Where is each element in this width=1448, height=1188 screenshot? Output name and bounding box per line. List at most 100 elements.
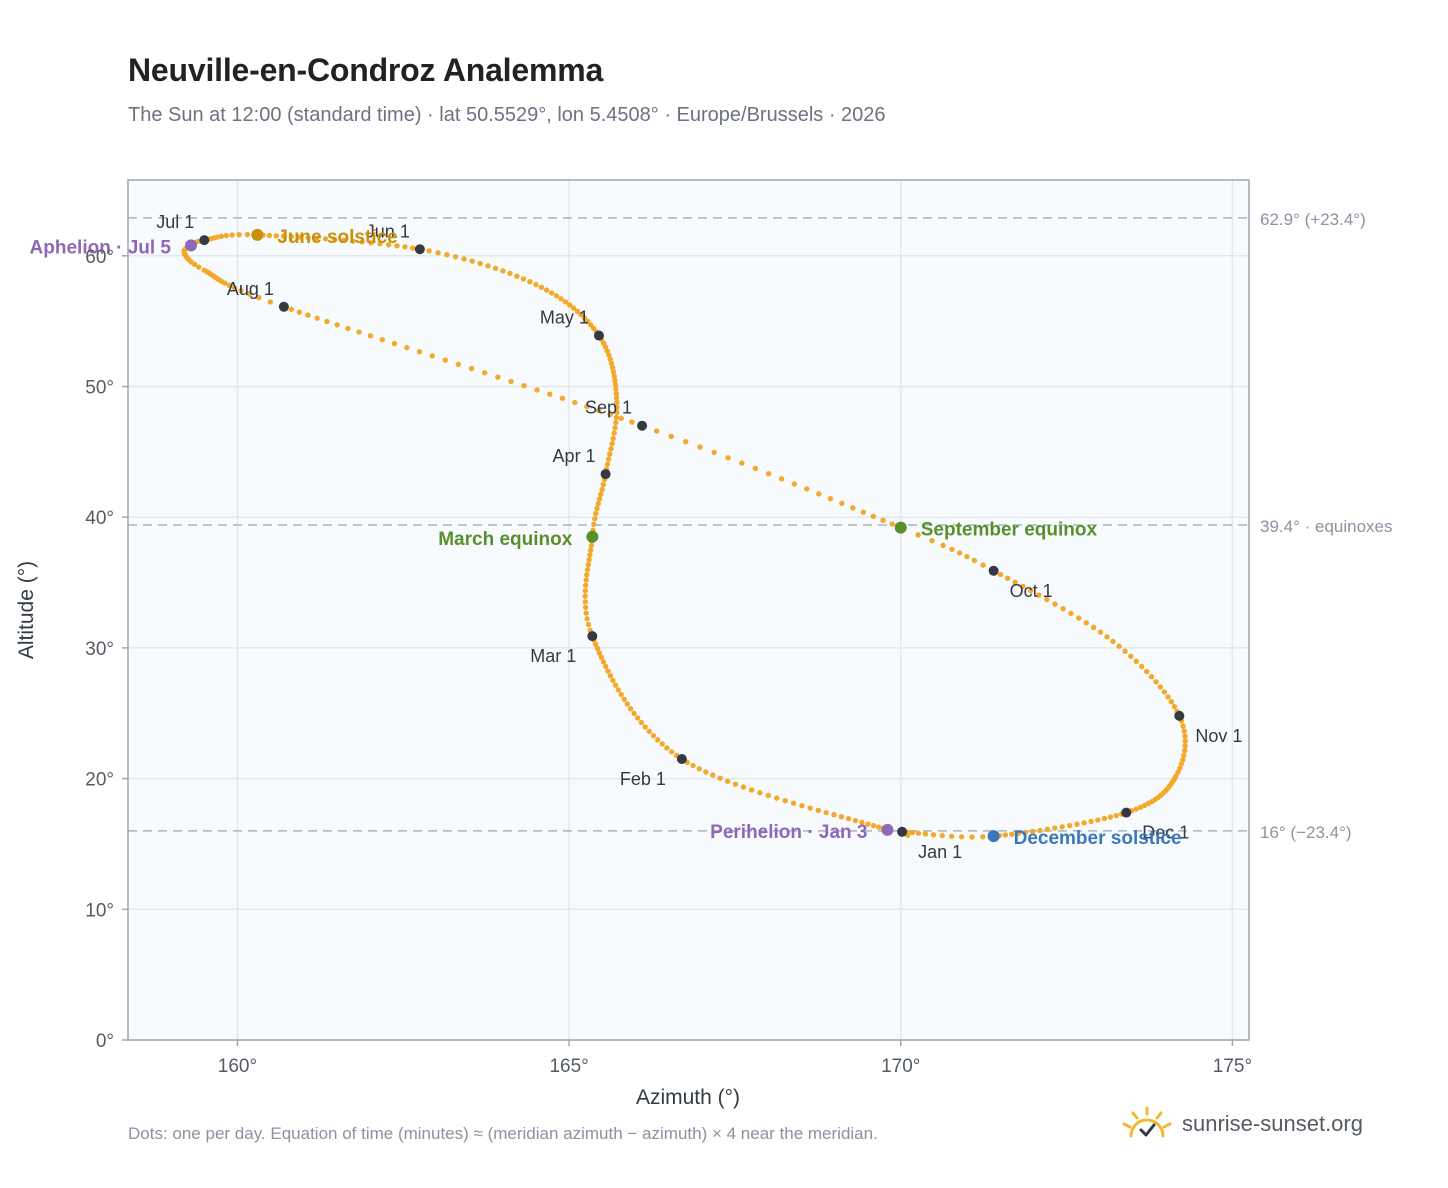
x-axis-label: Azimuth (°) [636,1086,740,1109]
daily-sun-dot [442,357,448,363]
daily-sun-dot [664,745,670,751]
daily-sun-dot [631,710,637,717]
daily-sun-dot [584,616,590,622]
daily-sun-dot [296,309,303,315]
daily-sun-dot [558,296,564,302]
month-marker [676,753,687,764]
daily-sun-dot [1107,814,1114,820]
daily-sun-dot [717,775,723,781]
daily-sun-dot [1110,638,1116,645]
daily-sun-dot [1060,606,1066,612]
daily-sun-dot [367,333,374,339]
brand-text: sunrise-sunset.org [1182,1111,1363,1136]
daily-sun-dot [613,419,619,426]
month-label: Oct 1 [1010,581,1053,601]
daily-sun-dot [266,232,273,239]
event-label: September equinox [921,520,1098,541]
daily-sun-dot [1066,822,1073,829]
daily-sun-dot [588,542,595,549]
daily-sun-dot [915,830,922,836]
daily-sun-dot [1004,575,1011,581]
daily-sun-dot [634,715,641,721]
daily-sun-dot [468,365,475,372]
daily-sun-dot [322,236,329,242]
event-marker [251,228,264,241]
daily-sun-dot [1157,684,1164,690]
daily-sun-dot [593,510,599,517]
daily-sun-dot [1165,694,1171,700]
brand-logo[interactable]: sunrise-sunset.org [1120,1104,1363,1144]
daily-sun-dot [477,260,483,267]
daily-sun-dot [865,821,871,827]
y-tick-label: 50° [85,378,114,399]
daily-sun-dot [778,476,785,482]
month-label: Sep 1 [585,398,632,418]
daily-sun-dot [964,553,970,560]
daily-sun-dot [584,318,591,325]
daily-sun-dot [379,336,386,343]
daily-sun-dot [703,769,709,775]
daily-sun-dot [583,577,589,583]
daily-sun-dot [341,237,347,243]
daily-sun-dot [1148,674,1155,680]
y-tick-label: 40° [85,508,114,529]
daily-sun-dot [1015,830,1022,837]
daily-sun-dot [507,270,513,277]
daily-sun-dot [980,834,986,840]
event-marker [987,830,1000,843]
daily-sun-dot [1022,829,1029,836]
daily-sun-dot [559,395,566,402]
daily-sun-dot [1133,658,1140,665]
daily-sun-dot [562,299,569,305]
daily-sun-dot [1074,821,1080,827]
daily-sun-dot [804,486,810,492]
daily-sun-dot [520,276,527,282]
daily-sun-dot [1068,610,1074,617]
daily-sun-dot [229,232,235,238]
chart-title: Neuville-en-Condroz Analemma [128,52,604,88]
x-axis-ticks: 160° 165° 170° 175° [218,1040,1252,1077]
daily-sun-dot [613,395,620,401]
reference-line-label: 16° (−23.4°) [1260,823,1352,842]
daily-sun-dot [1168,699,1175,705]
daily-sun-dot [385,242,392,248]
daily-sun-dot [314,315,320,321]
daily-sun-dot [958,834,965,840]
daily-sun-dot [889,521,895,527]
daily-sun-dot [196,264,202,270]
daily-sun-dot [1144,668,1150,675]
daily-sun-dot [288,233,295,240]
daily-sun-dot [940,542,946,549]
month-marker [988,565,999,576]
daily-sun-dot [598,491,604,498]
y-tick-label: 30° [85,639,114,660]
daily-sun-dot [1180,723,1186,729]
daily-sun-dot [859,819,865,826]
daily-sun-dot [629,419,635,425]
daily-sun-dot [614,399,620,405]
daily-sun-dot [313,235,320,241]
daily-sun-dot [638,719,645,726]
daily-sun-dot [600,659,607,665]
x-tick-label: 160° [218,1056,257,1077]
daily-sun-dot [1036,592,1042,598]
daily-sun-dot [359,239,365,245]
daily-sun-dot [609,364,616,371]
month-label: Dec 1 [1142,823,1189,843]
daily-sun-dot [710,772,716,778]
daily-sun-dot [1181,728,1187,734]
daily-sun-dot [599,486,605,493]
daily-sun-dot [394,243,400,249]
daily-sun-dot [611,430,617,436]
daily-sun-dot [612,382,619,388]
daily-sun-dot [543,287,550,293]
plot-background [128,180,1249,1040]
daily-sun-dot [1081,820,1087,826]
daily-sun-dot [852,817,859,824]
daily-sun-dot [592,516,598,522]
daily-sun-dot [416,349,423,355]
daily-sun-dot [659,741,665,747]
daily-sun-dot [534,387,540,393]
daily-sun-dot [1012,579,1018,585]
daily-sun-dot [611,373,617,379]
